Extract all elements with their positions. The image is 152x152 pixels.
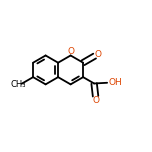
Text: O: O <box>94 50 101 59</box>
Text: CH₃: CH₃ <box>10 80 26 89</box>
Text: O: O <box>92 96 99 105</box>
Text: O: O <box>67 47 74 56</box>
Text: OH: OH <box>108 78 122 87</box>
